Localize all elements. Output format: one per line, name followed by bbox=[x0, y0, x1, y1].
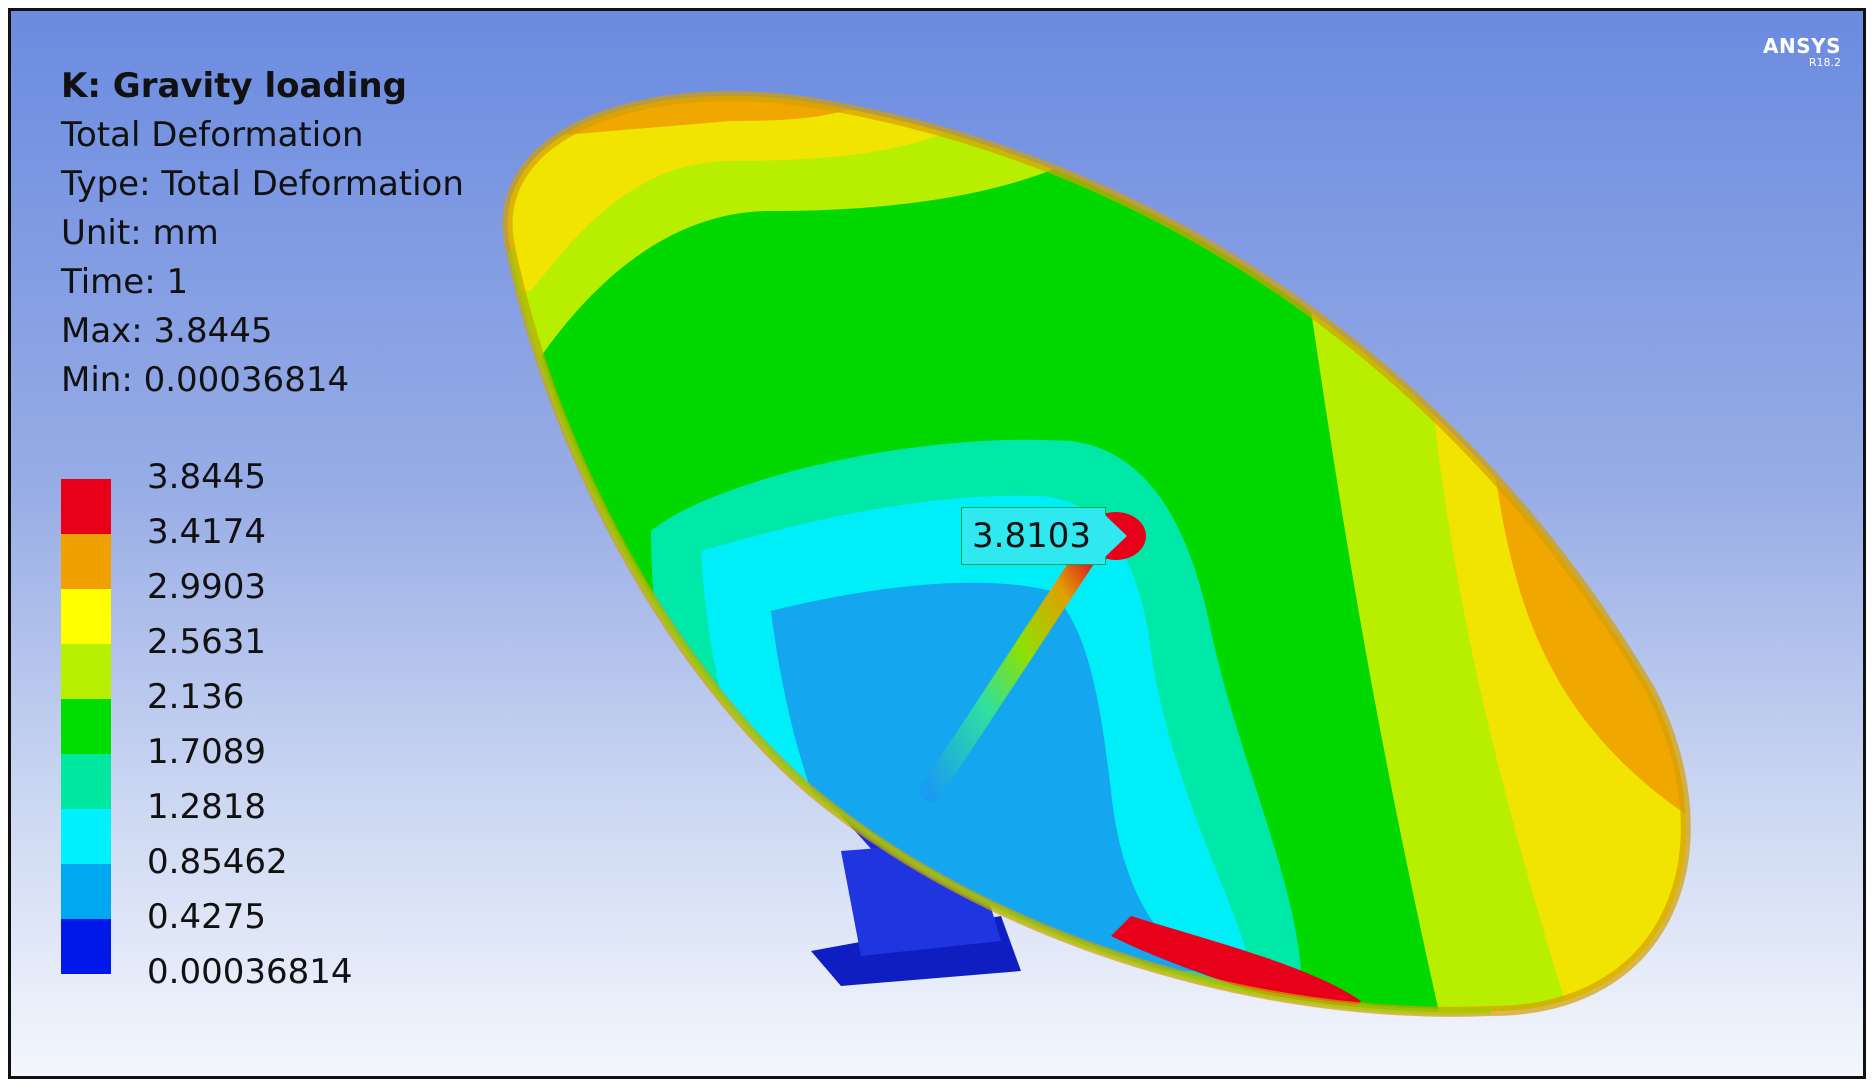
legend-swatch bbox=[61, 864, 111, 919]
legend-swatch bbox=[61, 644, 111, 699]
legend-value: 0.85462 bbox=[147, 842, 288, 882]
legend-value: 2.5631 bbox=[147, 622, 266, 662]
result-line-name: Total Deformation bbox=[61, 115, 364, 155]
legend-value: 1.7089 bbox=[147, 732, 266, 772]
brand-version: R18.2 bbox=[1808, 56, 1841, 69]
result-line-time: Time: 1 bbox=[61, 262, 189, 302]
result-line-min: Min: 0.00036814 bbox=[61, 360, 350, 400]
probe-pointer bbox=[1104, 515, 1127, 557]
model-viewport[interactable] bbox=[11, 11, 1863, 1076]
legend-swatch bbox=[61, 589, 111, 644]
legend-value: 3.8445 bbox=[147, 457, 266, 497]
probe-value: 3.8103 bbox=[972, 516, 1091, 556]
graphics-frame: K: Gravity loading Total Deformation Typ… bbox=[8, 8, 1866, 1079]
legend-value: 3.4174 bbox=[147, 512, 266, 552]
legend-value: 1.2818 bbox=[147, 787, 266, 827]
legend-swatch bbox=[61, 754, 111, 809]
legend-swatch bbox=[61, 919, 111, 974]
legend-value: 2.136 bbox=[147, 677, 245, 717]
result-line-max: Max: 3.8445 bbox=[61, 311, 273, 351]
legend-value: 0.00036814 bbox=[147, 952, 353, 992]
ansys-logo: ANSYS R18.2 bbox=[1763, 35, 1841, 69]
legend-swatch bbox=[61, 699, 111, 754]
brand-name: ANSYS bbox=[1762, 34, 1841, 58]
legend-swatch bbox=[61, 479, 111, 534]
legend-swatch bbox=[61, 534, 111, 589]
result-details: K: Gravity loading Total Deformation Typ… bbox=[61, 61, 464, 405]
legend-swatch bbox=[61, 809, 111, 864]
legend-value: 0.4275 bbox=[147, 897, 266, 937]
result-line-type: Type: Total Deformation bbox=[61, 164, 464, 204]
legend-value: 2.9903 bbox=[147, 567, 266, 607]
result-line-unit: Unit: mm bbox=[61, 213, 219, 253]
result-title: K: Gravity loading bbox=[61, 66, 407, 106]
probe-label[interactable]: 3.8103 bbox=[961, 507, 1127, 565]
